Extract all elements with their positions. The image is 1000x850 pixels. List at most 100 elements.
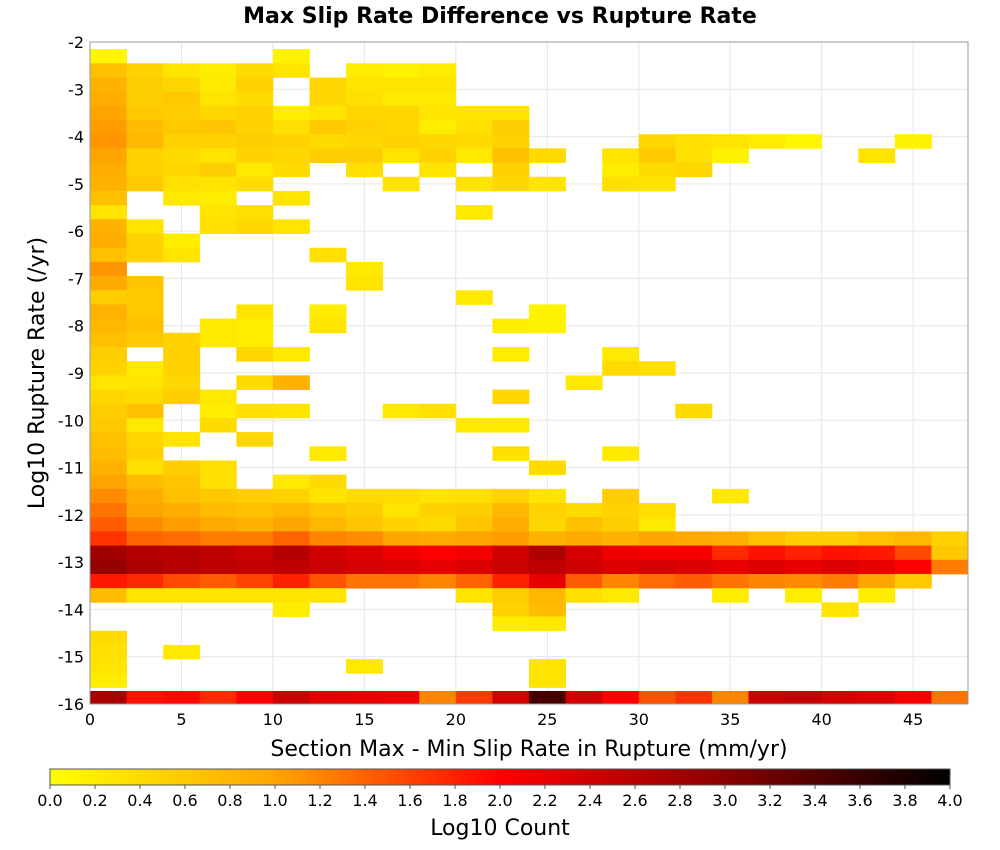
heatmap-cell — [126, 403, 164, 419]
heatmap-cell — [309, 77, 347, 93]
heatmap-cell — [199, 77, 237, 93]
heatmap-cell — [675, 690, 713, 705]
heatmap-cell — [309, 446, 347, 461]
y-axis-label: Log10 Rupture Rate (/yr) — [25, 237, 50, 509]
x-axis-ticks: 0 5 10 15 20 25 30 35 40 45 — [85, 710, 923, 729]
heatmap-cell — [675, 531, 713, 546]
heatmap-cell — [90, 361, 127, 376]
heatmap-cell — [821, 602, 859, 617]
colorbar-tick-label: 3.6 — [847, 791, 872, 810]
heatmap-cell — [126, 77, 164, 93]
heatmap-cell — [163, 233, 201, 249]
heatmap-cell — [382, 120, 420, 135]
y-tick-label: -2 — [68, 33, 84, 52]
heatmap-cell — [638, 176, 676, 192]
heatmap-cell — [90, 120, 127, 135]
heatmap-cell — [894, 545, 932, 561]
heatmap-cell — [90, 148, 127, 163]
heatmap-cell — [455, 690, 493, 705]
heatmap-cell — [309, 91, 347, 107]
heatmap-cell — [894, 690, 932, 705]
heatmap-cell — [272, 190, 310, 206]
colorbar-tick-label: 0.2 — [82, 791, 107, 810]
heatmap-cell — [346, 488, 384, 504]
heatmap-cell — [529, 616, 566, 632]
heatmap-cell — [199, 474, 237, 490]
y-tick-label: -11 — [58, 459, 84, 478]
heatmap-cell — [272, 219, 310, 234]
heatmap-cell — [346, 105, 384, 121]
heatmap-cell — [894, 559, 932, 575]
heatmap-cell — [346, 503, 384, 518]
heatmap-cell — [602, 176, 640, 192]
heatmap-cell — [199, 105, 237, 121]
heatmap-cell — [199, 503, 237, 518]
heatmap-cell — [163, 190, 201, 206]
heatmap-cell — [492, 602, 530, 617]
heatmap-cell — [675, 162, 713, 178]
heatmap-cell — [711, 588, 749, 603]
y-tick-label: -14 — [58, 600, 84, 619]
heatmap-cell — [638, 361, 676, 376]
heatmap-cell — [382, 176, 420, 192]
heatmap-cell — [455, 531, 493, 546]
x-tick-label: 25 — [537, 710, 557, 729]
heatmap-cell — [199, 573, 237, 589]
heatmap-cell — [126, 148, 164, 163]
heatmap-cell — [272, 503, 310, 518]
heatmap-cell — [236, 318, 274, 334]
heatmap-cell — [236, 588, 274, 603]
heatmap-cell — [199, 488, 237, 504]
heatmap-cell — [163, 573, 201, 589]
heatmap-cell — [309, 559, 347, 575]
heatmap-cell — [126, 474, 164, 490]
chart-title: Max Slip Rate Difference vs Rupture Rate — [243, 4, 757, 29]
heatmap-cell — [272, 690, 310, 705]
heatmap-cell — [272, 474, 310, 490]
heatmap-cell — [163, 588, 201, 603]
heatmap-cell — [346, 531, 384, 546]
heatmap-cell — [748, 134, 786, 149]
heatmap-cell — [163, 162, 201, 178]
heatmap-cell — [199, 91, 237, 107]
heatmap-cell — [236, 176, 274, 192]
heatmap-cell — [272, 375, 310, 390]
heatmap-cell — [126, 304, 164, 320]
heatmap-cell — [163, 460, 201, 476]
heatmap-cell — [272, 559, 310, 575]
heatmap-cell — [199, 162, 237, 178]
heatmap-cell — [126, 488, 164, 504]
heatmap-cell — [199, 219, 237, 234]
heatmap-cell — [163, 247, 201, 263]
heatmap-cell — [675, 134, 713, 149]
heatmap-cell — [126, 91, 164, 107]
heatmap-cell — [90, 91, 127, 107]
x-tick-label: 15 — [354, 710, 374, 729]
heatmap-cell — [419, 120, 457, 135]
heatmap-cell — [236, 205, 274, 220]
heatmap-cell — [529, 304, 566, 320]
heatmap-cell — [858, 545, 896, 561]
heatmap-cell — [638, 503, 676, 518]
heatmap-cell — [126, 176, 164, 192]
heatmap-cell — [492, 346, 530, 362]
heatmap-cell — [382, 690, 420, 705]
heatmap-cell — [90, 176, 127, 192]
heatmap-cell — [529, 545, 566, 561]
heatmap-cell — [90, 644, 127, 660]
heatmap-cell — [272, 588, 310, 603]
heatmap-cell — [419, 162, 457, 178]
heatmap-cell — [90, 77, 127, 93]
heatmap-cell — [858, 573, 896, 589]
heatmap-cell — [90, 261, 127, 277]
heatmap-cell — [638, 573, 676, 589]
heatmap-cell — [382, 503, 420, 518]
heatmap-cell — [748, 559, 786, 575]
heatmap-cell — [90, 403, 127, 419]
heatmap-cell — [638, 517, 676, 532]
heatmap-cell — [346, 162, 384, 178]
heatmap-cell — [90, 318, 127, 334]
heatmap-cell — [90, 375, 127, 390]
heatmap-cell — [90, 417, 127, 433]
